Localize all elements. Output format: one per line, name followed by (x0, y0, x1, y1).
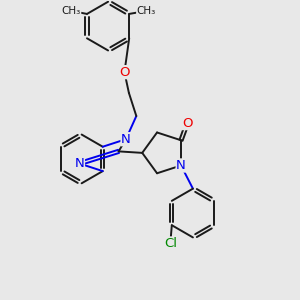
Text: CH₃: CH₃ (61, 6, 81, 16)
Text: O: O (182, 117, 193, 130)
Text: O: O (119, 66, 130, 79)
Text: Cl: Cl (164, 237, 177, 250)
Text: CH₃: CH₃ (136, 6, 156, 16)
Text: N: N (121, 133, 131, 146)
Text: N: N (75, 157, 84, 170)
Text: N: N (176, 159, 186, 172)
